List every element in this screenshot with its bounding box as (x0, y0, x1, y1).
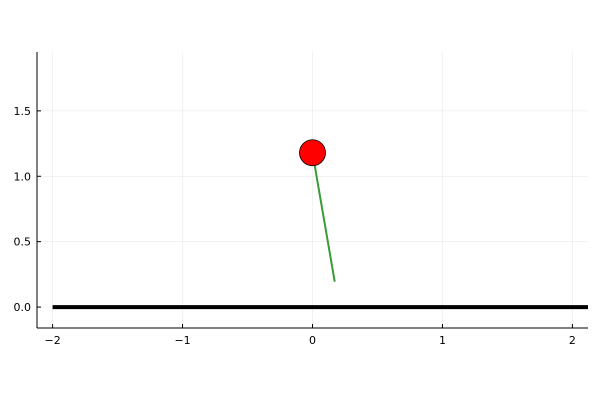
x-tick-label-1: −1 (174, 334, 190, 347)
x-tick-label-3: 1 (439, 334, 446, 347)
x-tick-label-2: 0 (309, 334, 316, 347)
x-tick-label-4: 2 (569, 334, 576, 347)
y-tick-label-1: 0.5 (14, 236, 32, 249)
x-tick-label-0: −2 (44, 334, 60, 347)
y-tick-label-2: 1.0 (14, 170, 32, 183)
y-tick-label-0: 0.0 (14, 301, 32, 314)
pendulum-rod (311, 151, 336, 282)
y-tick-label-3: 1.5 (14, 105, 32, 118)
pendulum-bob (299, 139, 326, 167)
